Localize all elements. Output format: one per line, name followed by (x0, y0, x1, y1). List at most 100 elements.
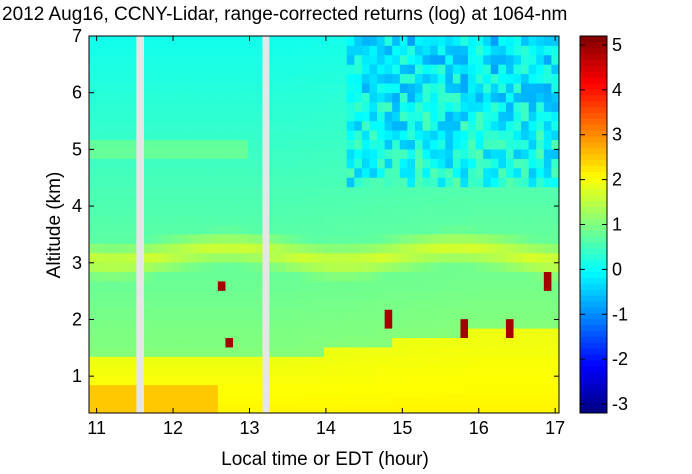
heatmap-cell (460, 215, 469, 225)
heatmap-cell (217, 130, 226, 141)
heatmap-cell (89, 318, 97, 329)
heatmap-cell (104, 139, 113, 150)
heatmap-cell (96, 101, 105, 112)
heatmap-cell (278, 36, 287, 46)
heatmap-cell (460, 262, 469, 273)
heatmap-cell (384, 328, 393, 339)
heatmap-cell (286, 281, 295, 291)
heatmap-cell (308, 299, 317, 310)
heatmap-cell (460, 101, 469, 112)
heatmap-cell (452, 271, 461, 282)
heatmap-cell (361, 384, 370, 395)
heatmap-cell (521, 262, 530, 273)
heatmap-cell (445, 243, 454, 254)
heatmap-cell (377, 139, 386, 150)
heatmap-cell (217, 149, 226, 159)
heatmap-cell (437, 130, 446, 141)
heatmap-cell (475, 224, 484, 235)
heatmap-cell (233, 224, 242, 235)
heatmap-cell (414, 347, 423, 357)
heatmap-cell (505, 299, 514, 310)
heatmap-cell (119, 205, 128, 216)
heatmap-cell (149, 45, 158, 56)
heatmap-cell (316, 290, 325, 301)
heatmap-cell (346, 299, 355, 310)
heatmap-cell (240, 394, 249, 404)
heatmap-cell (528, 186, 537, 197)
heatmap-cell (104, 347, 113, 357)
heatmap-cell (217, 309, 226, 320)
heatmap-cell (377, 73, 386, 84)
heatmap-cell (233, 167, 242, 178)
heatmap-cell (331, 403, 340, 414)
heatmap-cell (210, 36, 219, 46)
heatmap-cell (354, 130, 363, 141)
heatmap-cell (255, 224, 264, 235)
heatmap-cell (278, 290, 287, 301)
heatmap-cell (551, 384, 560, 395)
heatmap-cell (308, 186, 317, 197)
heatmap-cell (179, 130, 188, 141)
heatmap-cell (293, 252, 302, 263)
heatmap-cell (460, 384, 469, 395)
heatmap-cell (392, 271, 401, 282)
heatmap-cell (217, 337, 226, 348)
heatmap-cell (187, 224, 196, 235)
heatmap-cell (316, 365, 325, 376)
heatmap-cell (126, 328, 135, 339)
heatmap-cell (414, 92, 423, 103)
heatmap-cell (377, 347, 386, 357)
heatmap-cell (498, 205, 507, 216)
heatmap-cell (255, 347, 264, 357)
heatmap-cell (111, 262, 120, 273)
heatmap-cell (498, 347, 507, 357)
heatmap-cell (126, 196, 135, 207)
heatmap-cell (543, 384, 552, 395)
colorbar-cell (580, 59, 607, 66)
heatmap-cell (187, 271, 196, 282)
heatmap-cell (430, 101, 439, 112)
heatmap-cell (498, 309, 507, 320)
heatmap-cell (324, 130, 332, 141)
heatmap-cell (369, 233, 378, 244)
heatmap-cell (475, 328, 484, 339)
heatmap-cell (255, 394, 264, 404)
heatmap-cell (119, 328, 128, 339)
heatmap-cell (142, 290, 151, 301)
heatmap-cell (89, 101, 97, 112)
heatmap-cell (536, 186, 545, 197)
heatmap-cell (324, 120, 332, 131)
heatmap-cell (521, 233, 530, 244)
heatmap-cell (142, 224, 151, 235)
heatmap-cell (301, 36, 310, 46)
heatmap-cell (354, 149, 363, 159)
heatmap-cell (286, 149, 295, 159)
heatmap-cell (149, 384, 158, 395)
colorbar-cell (580, 318, 607, 326)
heatmap-cell (513, 196, 522, 207)
heatmap-cell (399, 224, 408, 235)
heatmap-cell (361, 394, 370, 404)
heatmap-cell (339, 290, 348, 301)
heatmap-cell (452, 347, 461, 357)
heatmap-cell (157, 299, 166, 310)
heatmap-cell (513, 205, 522, 216)
heatmap-cell (195, 186, 204, 197)
heatmap-cell (407, 149, 416, 159)
heatmap-cell (316, 233, 325, 244)
heatmap-cell (286, 365, 295, 376)
heatmap-cell (475, 281, 484, 291)
heatmap-cell (498, 101, 507, 112)
heatmap-cell (384, 299, 393, 310)
heatmap-cell (430, 356, 439, 367)
heatmap-cell (475, 54, 484, 65)
heatmap-cell (240, 149, 249, 159)
heatmap-cell (437, 64, 446, 75)
heatmap-cell (331, 101, 340, 112)
heatmap-cell (286, 252, 295, 263)
heatmap-cell (361, 347, 370, 357)
heatmap-cell (384, 365, 393, 376)
colorbar-cell (580, 206, 607, 214)
heatmap-cell (157, 158, 166, 169)
heatmap-cell (187, 375, 196, 386)
